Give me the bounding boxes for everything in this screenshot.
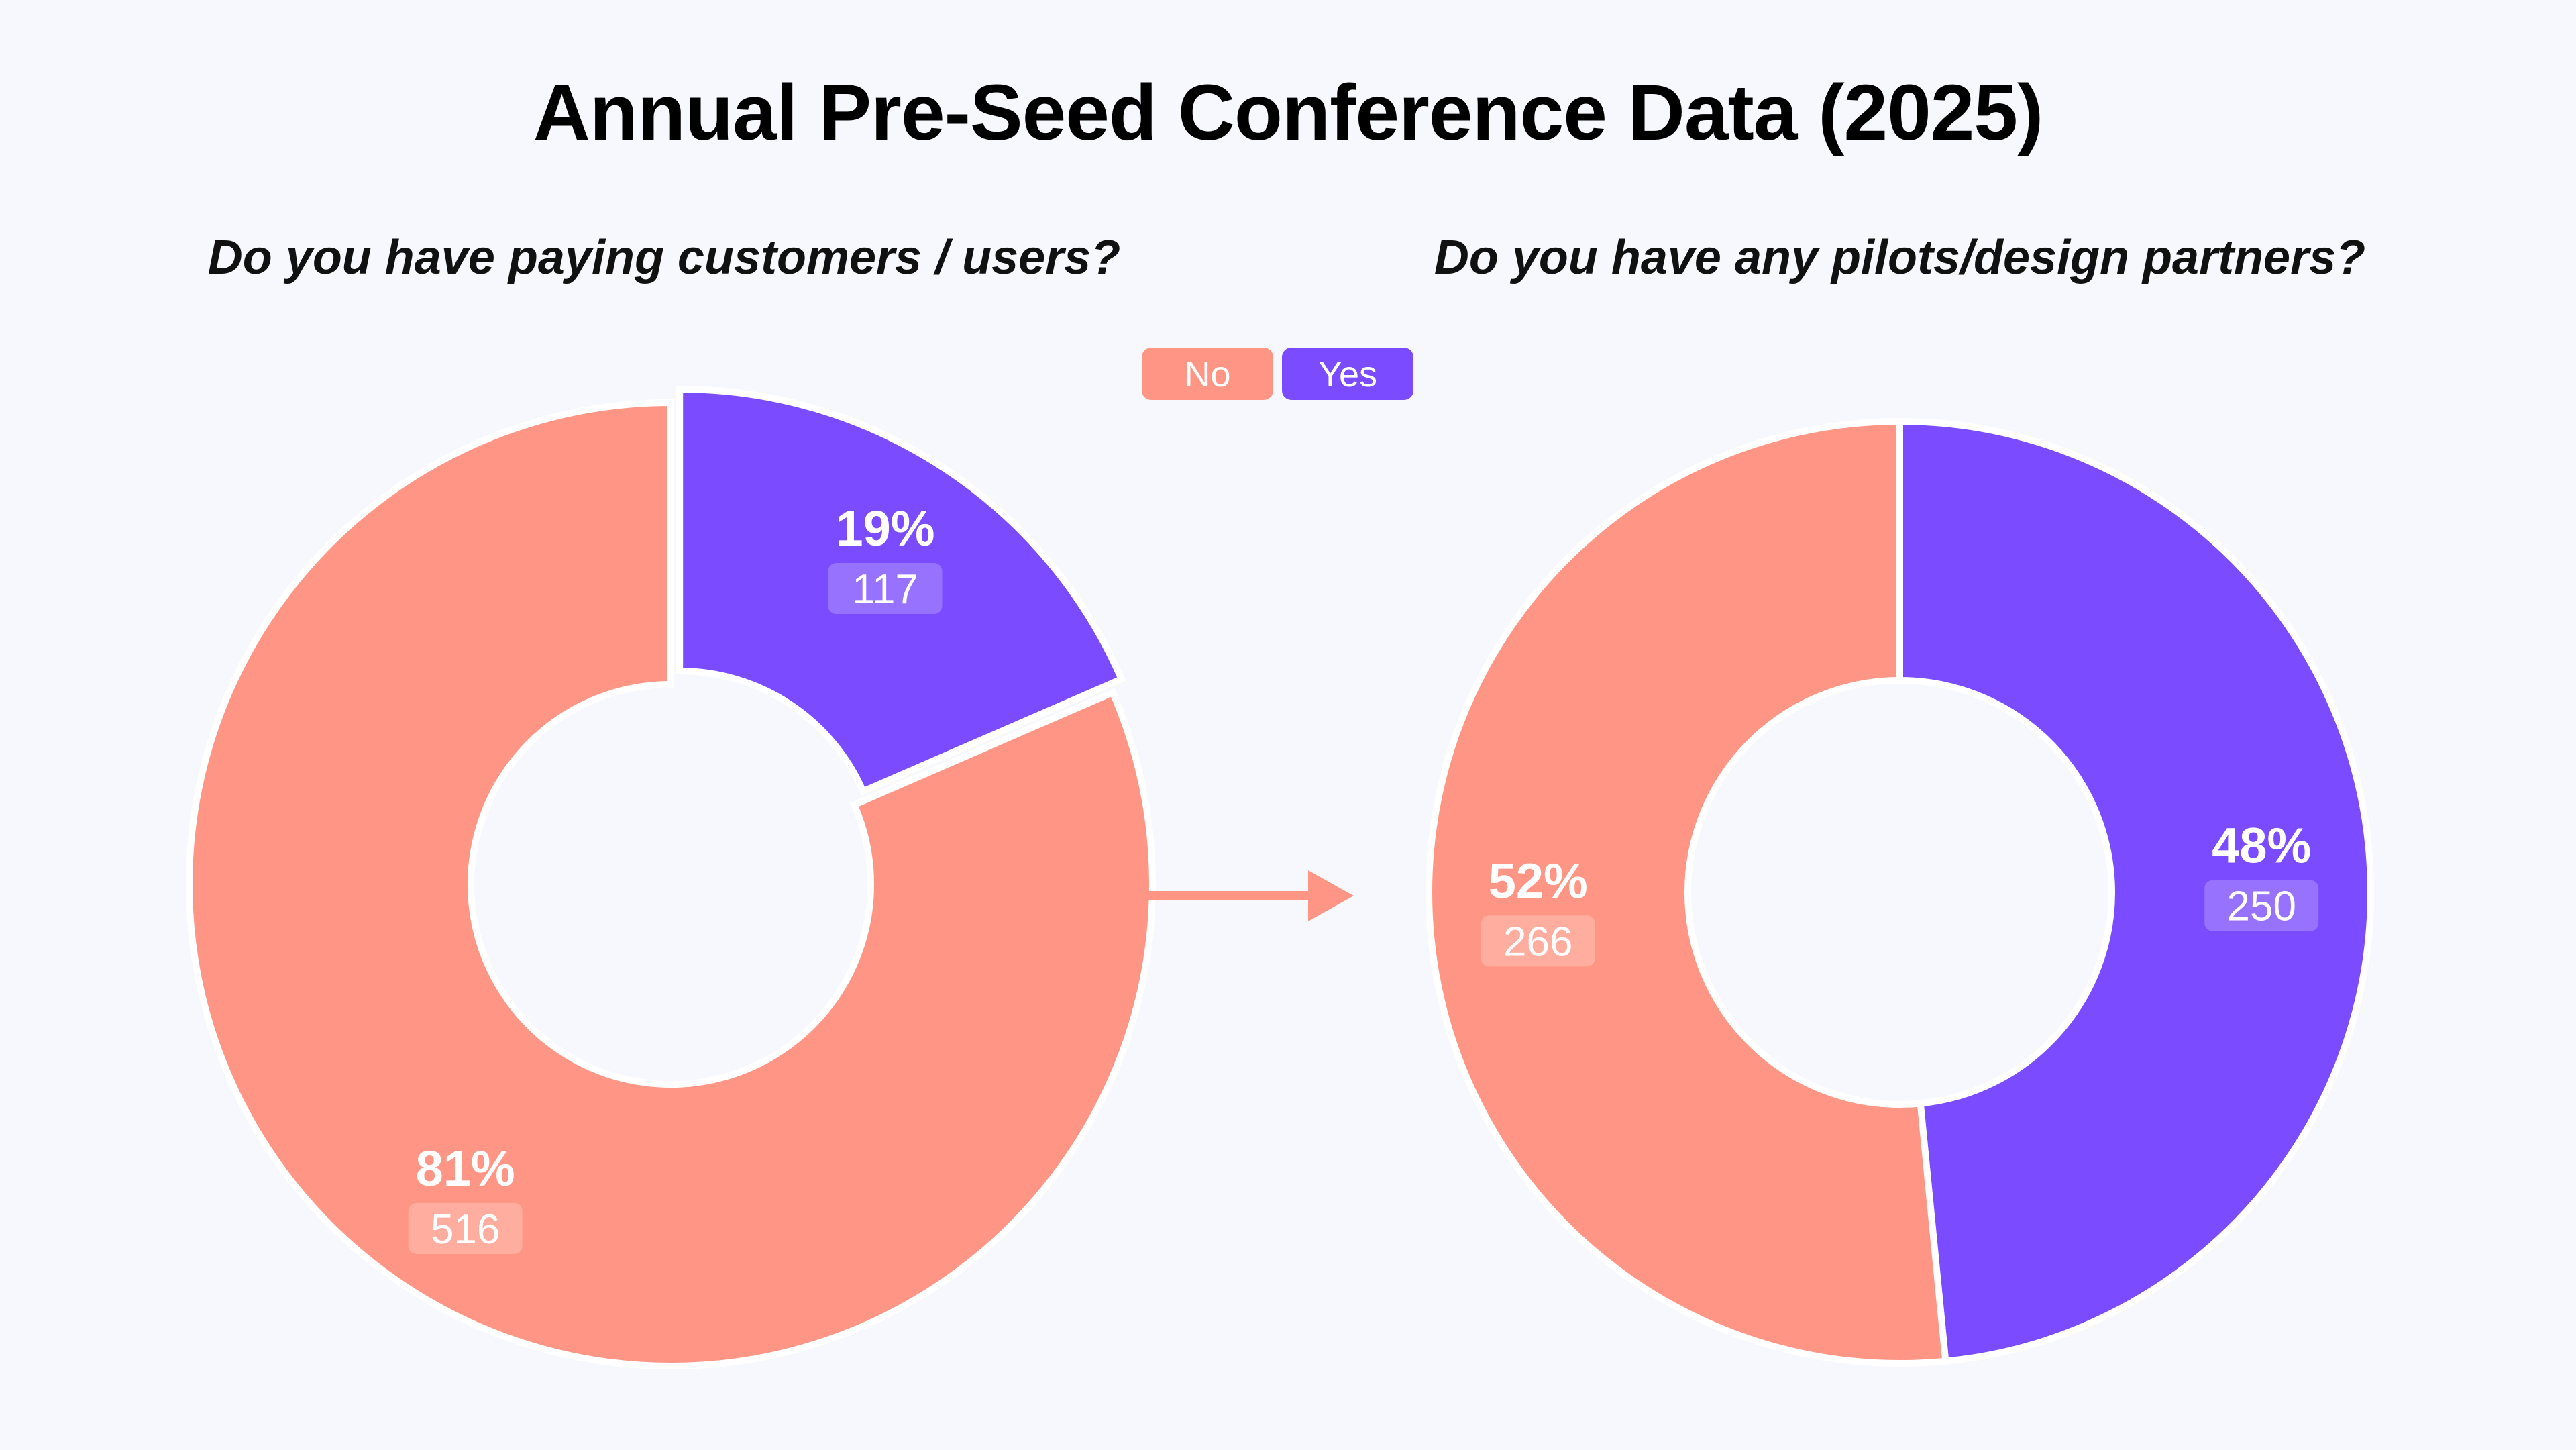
legend-label-yes: Yes — [1318, 354, 1377, 395]
donut-2-percent-label-yes: 48% — [2212, 818, 2311, 874]
donut-2-count-badge-no — [1481, 915, 1595, 967]
donut-1-count-badge-no — [408, 1202, 523, 1254]
donut-1-slice-yes — [676, 385, 1126, 796]
donut-2-slice-no — [1425, 417, 1949, 1367]
donut-2-slice-yes — [1896, 417, 2374, 1365]
donut-1-percent-label-yes: 19% — [835, 501, 934, 556]
donut-1-count-label-no: 516 — [431, 1206, 500, 1253]
arrow-shaft — [1144, 891, 1311, 900]
donut-2-count-label-no: 266 — [1503, 919, 1572, 965]
donut-1-count-badge-yes — [828, 563, 943, 615]
legend-label-no: No — [1184, 354, 1230, 395]
donut-chart-paying-customers: 19% 117 81% 516 — [186, 385, 1156, 1369]
donut-1-slice-no — [186, 399, 1156, 1369]
legend-swatch-yes — [1282, 348, 1413, 400]
legend-item-yes: Yes — [1282, 348, 1413, 400]
chart-title: Annual Pre-Seed Conference Data (2025) — [533, 68, 2043, 157]
chart-1-subtitle: Do you have paying customers / users? — [208, 231, 1120, 284]
arrow-head — [1308, 870, 1354, 921]
donut-2-percent-label-no: 52% — [1489, 853, 1588, 909]
legend: No Yes — [1142, 348, 1413, 400]
donut-2-count-label-yes: 250 — [2227, 884, 2296, 930]
donut-1-count-label-yes: 117 — [852, 566, 918, 613]
chart-2-subtitle: Do you have any pilots/design partners? — [1434, 231, 2365, 284]
legend-item-no: No — [1142, 348, 1273, 400]
arrow-right-icon — [1144, 870, 1354, 921]
donut-1-percent-label-no: 81% — [416, 1141, 515, 1196]
donut-2-count-badge-yes — [2204, 880, 2319, 931]
donut-chart-pilots: 48% 250 52% 266 — [1425, 417, 2374, 1367]
legend-swatch-no — [1142, 348, 1273, 400]
